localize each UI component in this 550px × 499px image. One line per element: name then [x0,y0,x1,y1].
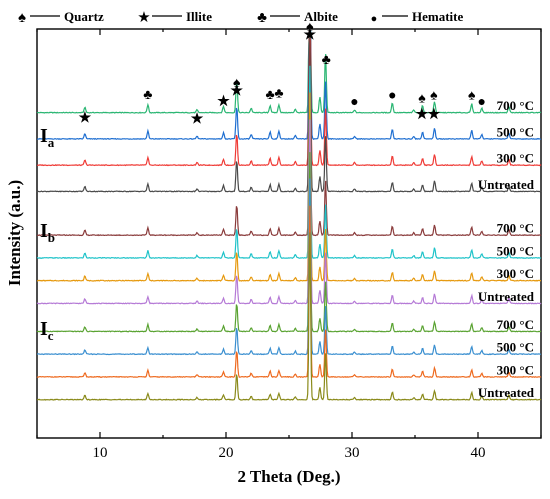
x-tick-label: 20 [219,445,234,461]
legend-symbol: ● [371,13,378,25]
series-line [36,119,542,305]
curve-labels: 700 °C 500 °C 300 °C Untreated 700 °C 500 °C 3… [478,98,535,400]
phase-marker: ★ [428,107,441,123]
phase-marker: ● [388,89,396,104]
group-labels: Ia Ib Ic [40,125,55,343]
phase-marker: ★ [304,27,317,43]
phase-marker: ♠ [306,20,314,35]
phase-marker: ● [350,95,358,110]
x-tick-label: 30 [345,445,360,461]
phase-marker: ♣ [143,88,152,103]
legend-label: Hematite [412,9,463,24]
phase-marker: ★ [79,110,92,126]
phase-marker: ♠ [418,92,426,107]
series-line [37,92,542,282]
series-line [36,152,542,333]
group-label: Ic [40,318,54,343]
phase-marker: ★ [191,111,204,127]
series-line [36,65,542,259]
x-axis: 10 20 30 40 [36,29,542,461]
phase-marker: ♣ [274,86,283,101]
series-label: Untreated [478,385,535,400]
series-label: 300 °C [497,362,534,377]
series-line [36,38,542,237]
phase-marker: ● [478,95,486,110]
legend-label: Quartz [64,9,104,24]
phase-marker: ♣ [322,53,331,68]
group-label: Ib [40,220,55,245]
x-axis-title: 2 Theta (Deg.) [237,467,340,486]
legend-symbol: ★ [137,10,150,26]
series-label: Untreated [478,289,535,304]
y-axis-title: Intensity (a.u.) [5,180,24,286]
series-label: 700 °C [497,98,534,113]
legend-symbol: ♠ [18,10,26,26]
xrd-curves [36,30,542,401]
phase-marker: ♠ [430,89,438,104]
phase-marker: ★ [230,83,243,99]
legend-symbol: ♣ [257,10,267,26]
series-label: 500 °C [497,243,534,258]
phase-marker: ♠ [468,89,476,104]
series-label: 500 °C [497,340,534,355]
phase-marker: ♣ [266,88,275,103]
legend-label: Albite [304,9,338,24]
legend-label: Illite [186,9,212,24]
series-line [37,178,542,356]
series-label: 700 °C [497,221,534,236]
series-line [36,30,542,114]
series-label: 300 °C [497,266,534,281]
group-label: Ia [40,125,55,150]
phase-marker: ♠ [233,76,241,91]
series-line [36,30,542,193]
x-tick-label: 40 [471,445,486,461]
series-line [37,30,541,141]
series-label: 300 °C [497,151,534,166]
phase-marker: ★ [217,93,230,109]
series-line [36,232,542,401]
phase-markers: ♠★♠★♣♣ ★ ♣ ♣★ ★● ● ♠★♠★♠ ● [79,20,486,127]
series-label: 700 °C [497,317,534,332]
series-label: 500 °C [497,124,534,139]
phase-marker: ★ [416,107,429,123]
legend: ♠ Quartz ★ Illite ♣ Albite ● Hematite [18,9,463,26]
series-line [36,205,542,378]
series-label: Untreated [478,177,535,192]
series-line [36,30,542,167]
x-tick-label: 10 [93,445,108,461]
